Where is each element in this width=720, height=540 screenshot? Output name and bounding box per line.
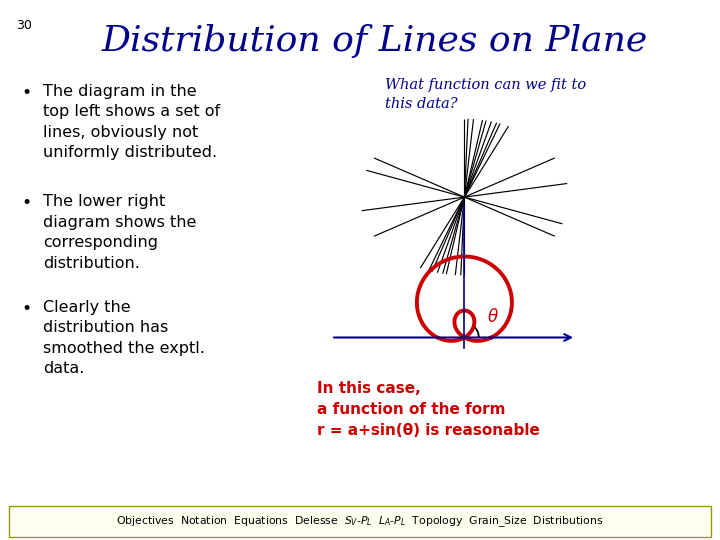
Text: Distribution of Lines on Plane: Distribution of Lines on Plane <box>102 24 647 58</box>
FancyBboxPatch shape <box>9 506 711 537</box>
Text: The diagram in the
top left shows a set of
lines, obviously not
uniformly distri: The diagram in the top left shows a set … <box>43 84 220 160</box>
Text: Clearly the
distribution has
smoothed the exptl.
data.: Clearly the distribution has smoothed th… <box>43 300 205 376</box>
Text: In this case,
a function of the form
r = a+sin(θ) is reasonable: In this case, a function of the form r =… <box>317 381 540 438</box>
Text: •: • <box>22 300 32 318</box>
Text: •: • <box>22 194 32 212</box>
Text: $\theta$: $\theta$ <box>487 308 499 326</box>
Text: 30: 30 <box>16 19 32 32</box>
Text: The lower right
diagram shows the
corresponding
distribution.: The lower right diagram shows the corres… <box>43 194 197 271</box>
Text: •: • <box>22 84 32 102</box>
Text: What function can we fit to
this data?: What function can we fit to this data? <box>385 78 586 111</box>
Text: Objectives  Notation  Equations  Delesse  $S_V$-$P_L$  $L_A$-$P_L$  Topology  Gr: Objectives Notation Equations Delesse $S… <box>116 514 604 529</box>
